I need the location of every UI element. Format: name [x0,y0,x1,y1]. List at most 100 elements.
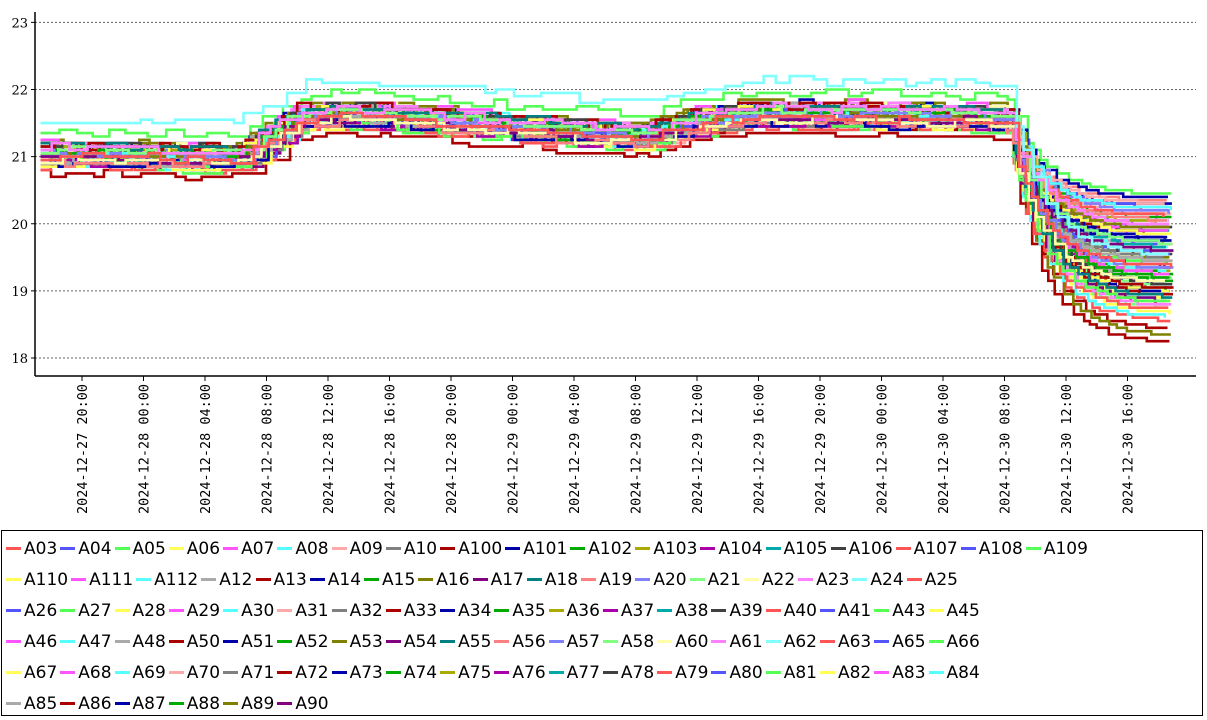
legend-swatch [505,547,521,550]
y-tick-labels: 18 19 20 21 22 23 [11,16,35,367]
x-tick-label: 2024-12-28 08:00 [260,384,276,514]
legend-swatch [6,578,21,581]
legend-swatch [494,671,510,674]
legend-swatch [364,578,380,581]
legend-label: A43 [892,600,926,621]
legend-label: A60 [675,631,709,652]
line-chart: 18 19 20 21 22 23 2024-12-27 20:00 2024-12-28 … [11,12,1196,514]
legend-swatch [6,671,21,674]
legend-label: A29 [186,600,221,621]
legend-label: A76 [512,662,546,683]
legend-item: A39 [711,601,765,621]
legend-label: A51 [241,631,275,652]
legend-item: A06 [168,538,223,559]
legend-label: A107 [913,538,958,559]
legend-swatch [895,547,911,550]
legend-swatch [114,609,130,612]
legend-swatch [494,609,510,612]
legend-swatch [168,609,184,612]
legend-swatch [60,609,76,612]
legend-swatch [6,640,21,643]
x-tick-label: 2024-12-28 20:00 [444,384,460,514]
legend-swatch [6,547,21,550]
legend-item: A41 [819,600,874,621]
legend: A03 A04 A05 A06 A07 A08 A09 A10 A100 A101 A102 A103… [1,530,1203,716]
legend-label: A40 [783,600,817,621]
legend-label: A14 [327,569,362,590]
legend-label: A89 [241,693,275,714]
legend-row: A46 A47 A48 A50 A51 A52 A53 A54 A55 A56 A57 A58 A60 A… [6,626,1198,657]
legend-label: A80 [729,662,763,683]
series-line-a97 [40,101,1170,226]
legend-swatch [874,609,890,612]
legend-item: A100 [440,539,505,559]
legend-swatch [711,609,727,612]
legend-swatch [581,578,597,581]
legend-item: A33 [385,600,440,621]
x-tick-labels: 2024-12-27 20:00 2024-12-28 00:00 2024-12-… [75,376,1137,514]
legend-label: A18 [544,569,579,590]
legend-label: A78 [620,662,655,683]
x-tick-label: 2024-12-29 08:00 [629,384,645,514]
legend-swatch [168,547,184,550]
legend-label: A69 [132,662,166,683]
legend-item: A108 [960,539,1026,559]
legend-swatch [60,547,76,550]
legend-item: A75 [440,663,494,683]
legend-label: A81 [783,662,817,683]
legend-label: A56 [512,631,546,652]
legend-label: A90 [295,693,329,714]
legend-swatch [874,640,890,643]
legend-label: A85 [24,693,58,714]
legend-swatch [223,671,239,674]
legend-swatch [385,671,401,674]
legend-item: A51 [223,632,277,652]
legend-label: A41 [837,600,872,621]
legend-swatch [635,547,651,550]
legend-label: A33 [403,600,438,621]
legend-label: A68 [78,662,112,683]
legend-label: A09 [349,538,383,559]
legend-label: A25 [924,569,958,590]
legend-swatch [277,702,293,705]
legend-label: A30 [241,600,275,621]
legend-swatch [440,609,456,612]
legend-item: A24 [852,570,906,590]
legend-swatch [830,547,846,550]
legend-item: A74 [385,662,440,683]
legend-swatch [711,671,727,674]
legend-swatch [277,640,293,643]
legend-row: A26 A27 A28 A29 A30 A31 A32 A33 A34 A35 A36 A37 A38 A… [6,595,1198,626]
legend-item: A71 [223,663,277,683]
legend-row: A85 A86 A87 A88 A89 A90 [6,688,1198,719]
legend-label: A12 [219,569,253,590]
series-line-a28 [40,111,1171,303]
legend-item: A101 [505,539,570,559]
legend-label: A46 [24,631,58,652]
legend-label: A08 [295,538,329,559]
legend-item: A80 [711,663,765,683]
legend-label: A23 [816,569,850,590]
legend-item: A34 [440,601,494,621]
legend-label: A102 [588,538,633,559]
legend-label: A06 [186,538,221,559]
legend-label: A61 [729,631,763,652]
legend-label: A39 [729,600,763,621]
legend-swatch [765,640,781,643]
legend-item: A23 [798,570,852,590]
legend-row: A03 A04 A05 A06 A07 A08 A09 A10 A100 A101 A102 A103… [6,533,1198,564]
legend-label: A74 [403,662,438,683]
series-line-a98 [40,74,1169,256]
legend-item: A73 [331,663,386,683]
legend-label: A105 [783,538,828,559]
legend-swatch [743,578,759,581]
legend-swatch [440,547,456,550]
x-tick-label: 2024-12-29 04:00 [567,384,583,514]
legend-swatch [819,640,835,643]
legend-swatch [798,578,814,581]
legend-swatch [168,671,184,674]
legend-label: A05 [132,538,166,559]
legend-swatch [440,640,456,643]
x-tick-label: 2024-12-30 04:00 [936,384,952,514]
legend-item: A12 [201,570,255,590]
